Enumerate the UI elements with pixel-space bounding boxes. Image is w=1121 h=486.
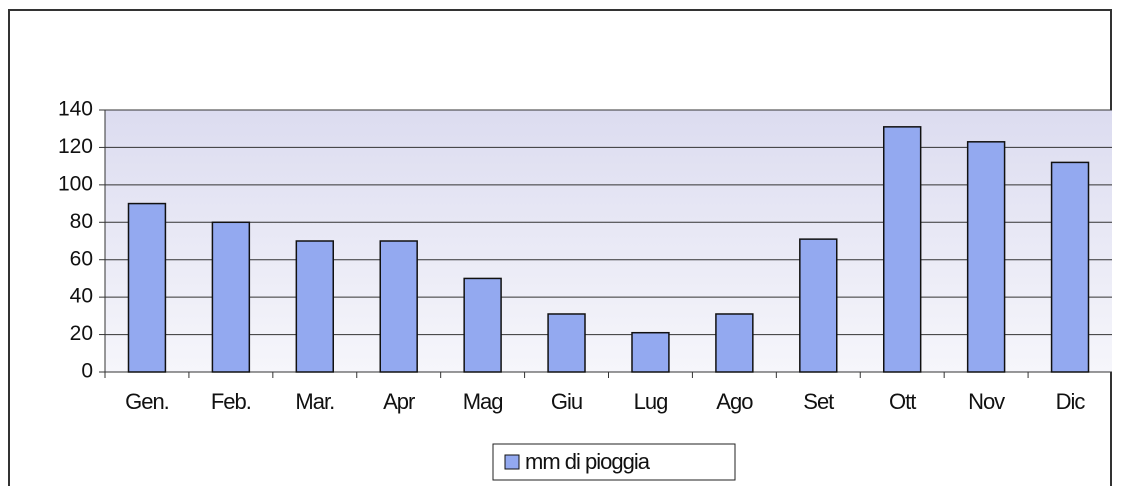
bar	[799, 238, 838, 373]
y-tick-label: 20	[70, 322, 93, 345]
bar	[211, 221, 251, 373]
x-tick-label: Ott	[889, 389, 916, 414]
bar	[966, 141, 1006, 373]
x-tick-label: Apr	[383, 389, 415, 414]
y-tick-label: 140	[58, 98, 93, 121]
bar	[379, 240, 418, 373]
legend-swatch	[504, 454, 520, 470]
legend-box	[492, 443, 736, 481]
y-tick-label: 60	[70, 247, 93, 270]
bar	[463, 277, 502, 373]
x-tick-label: Mag	[463, 389, 503, 414]
bar	[547, 313, 586, 373]
bar	[715, 313, 754, 373]
x-tick-label: Giu	[551, 389, 582, 414]
x-tick-label: Ago	[716, 389, 753, 414]
bar	[882, 126, 922, 373]
x-tick-label: Lug	[634, 389, 668, 414]
x-tick-label: Dic	[1056, 389, 1086, 414]
plot-area	[105, 110, 1112, 372]
bar	[631, 331, 670, 373]
y-tick-label: 80	[70, 210, 93, 233]
x-tick-label: Set	[803, 389, 834, 414]
x-tick-label: Mar.	[295, 389, 334, 414]
y-tick-label: 0	[81, 360, 93, 383]
legend-label: mm di pioggia	[525, 449, 651, 474]
bar	[1050, 161, 1090, 373]
bar	[127, 202, 167, 373]
x-tick-label: Gen.	[125, 389, 169, 414]
bar	[295, 240, 335, 373]
x-tick-label: Nov	[968, 389, 1005, 414]
y-tick-label: 40	[70, 285, 93, 308]
x-tick-label: Feb.	[211, 389, 251, 414]
y-tick-label: 120	[58, 135, 93, 158]
y-tick-label: 100	[58, 172, 93, 195]
